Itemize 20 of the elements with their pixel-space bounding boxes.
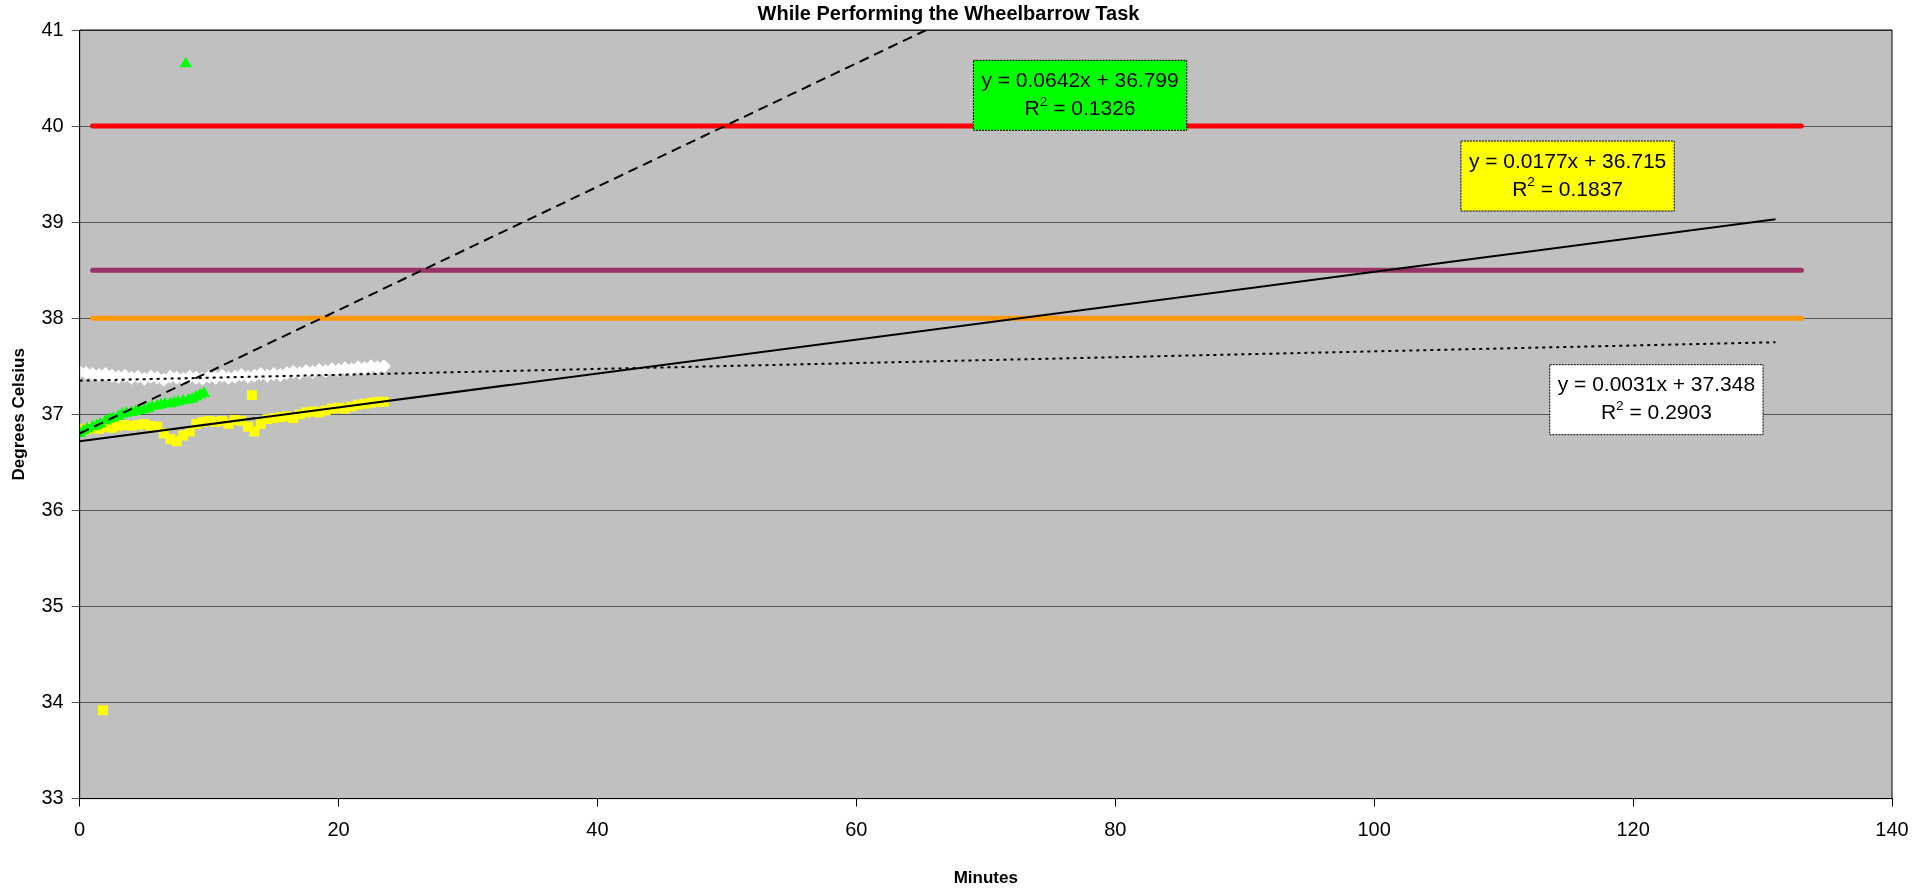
y-tick-label: 34 — [41, 690, 64, 713]
x-tick-label: 40 — [586, 818, 609, 841]
y-tick-label: 40 — [41, 113, 64, 136]
y-tick-label: 33 — [41, 786, 64, 809]
y-tick-label: 41 — [41, 17, 64, 40]
y-axis-title: Degrees Celsius — [8, 348, 28, 481]
chart-title: While Performing the Wheelbarrow Task — [757, 1, 1141, 24]
y-tick-label: 39 — [41, 209, 64, 232]
x-tick-label: 100 — [1357, 818, 1391, 841]
x-tick-label: 20 — [327, 818, 350, 841]
y-tick-label: 36 — [41, 497, 64, 520]
y-tick-label: 38 — [41, 305, 64, 328]
y-tick-label: 37 — [41, 401, 64, 424]
x-tick-label: 120 — [1616, 818, 1650, 841]
x-tick-label: 140 — [1875, 818, 1909, 841]
x-tick-label: 0 — [74, 818, 86, 841]
x-tick-label: 80 — [1104, 818, 1127, 841]
y-tick-label: 35 — [41, 593, 64, 616]
x-tick-label: 60 — [845, 818, 868, 841]
x-axis-title: Minutes — [953, 868, 1018, 888]
